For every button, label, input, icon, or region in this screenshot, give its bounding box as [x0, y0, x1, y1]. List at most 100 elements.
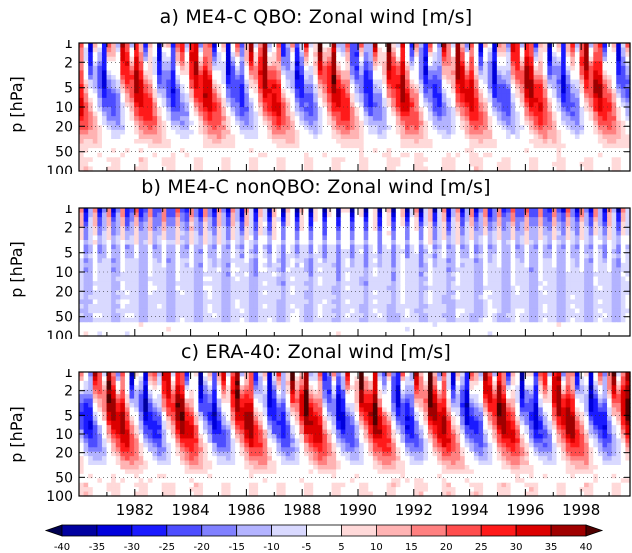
field-cell	[294, 226, 300, 232]
field-cell	[506, 102, 512, 108]
field-cell	[478, 102, 484, 108]
field-cell	[106, 152, 112, 158]
field-cell	[239, 111, 245, 117]
field-cell	[134, 249, 140, 255]
field-cell	[239, 134, 245, 140]
field-cell	[161, 107, 167, 113]
field-cell	[377, 139, 383, 145]
field-cell	[455, 258, 461, 264]
field-cell	[547, 52, 553, 58]
field-cell	[253, 139, 259, 145]
field-cell	[143, 111, 149, 117]
field-cell	[147, 65, 154, 72]
field-cell	[524, 56, 530, 62]
field-cell	[170, 52, 177, 58]
field-cell	[193, 143, 199, 149]
field-cell	[538, 208, 544, 214]
field-cell	[349, 139, 356, 145]
field-cell	[409, 125, 415, 131]
field-cell	[83, 152, 89, 158]
field-cell	[235, 157, 241, 163]
field-cell	[377, 107, 383, 113]
field-cell	[198, 129, 204, 136]
field-cell	[157, 152, 163, 158]
field-cell	[616, 93, 622, 99]
field-cell	[395, 97, 402, 104]
field-cell	[276, 79, 282, 85]
field-cell	[372, 107, 379, 113]
field-cell	[496, 97, 503, 104]
field-cell	[620, 107, 627, 113]
field-cell	[326, 79, 333, 85]
field-cell	[83, 258, 89, 264]
field-cell	[198, 148, 204, 154]
field-cell	[611, 143, 617, 149]
field-cell	[616, 253, 622, 259]
field-cell	[79, 75, 85, 81]
field-cell	[363, 208, 369, 214]
field-cell	[487, 166, 493, 172]
field-cell	[565, 102, 571, 108]
field-cell	[368, 262, 374, 269]
field-cell	[281, 253, 287, 259]
field-cell	[336, 208, 342, 214]
field-cell	[239, 253, 245, 259]
field-cell	[386, 161, 392, 168]
field-cell	[607, 93, 613, 99]
field-cell	[538, 262, 544, 269]
field-cell	[414, 84, 420, 90]
field-cell	[395, 152, 402, 158]
field-cell	[464, 111, 470, 117]
field-cell	[285, 120, 291, 126]
field-cell	[262, 125, 268, 131]
field-cell	[533, 212, 539, 218]
field-cell	[313, 249, 319, 255]
field-cell	[386, 93, 392, 99]
field-cell	[290, 253, 296, 259]
field-cell	[189, 240, 195, 246]
field-cell	[258, 230, 264, 237]
field-cell	[276, 102, 282, 108]
field-cell	[450, 61, 457, 67]
field-cell	[262, 226, 268, 232]
field-cell	[483, 230, 489, 237]
field-cell	[386, 139, 392, 145]
field-cell	[340, 161, 346, 168]
field-cell	[212, 111, 218, 117]
field-cell	[258, 226, 264, 232]
field-cell	[336, 240, 342, 246]
field-cell	[248, 93, 255, 99]
field-cell	[157, 56, 163, 62]
field-cell	[368, 88, 374, 94]
field-cell	[584, 152, 590, 158]
field-cell	[166, 79, 172, 85]
field-cell	[607, 97, 613, 104]
field-cell	[262, 134, 268, 140]
field-cell	[193, 56, 199, 62]
field-cell	[528, 125, 535, 131]
field-cell	[528, 161, 535, 168]
field-cell	[340, 235, 346, 241]
field-cell	[189, 152, 195, 158]
field-cell	[134, 253, 140, 259]
field-cell	[349, 47, 356, 53]
field-cell	[88, 267, 94, 273]
field-cell	[432, 56, 438, 62]
field-cell	[625, 70, 631, 76]
field-cell	[524, 125, 530, 131]
field-cell	[253, 244, 259, 250]
field-cell	[473, 148, 480, 154]
field-cell	[487, 88, 493, 94]
field-cell	[533, 102, 539, 108]
field-cell	[437, 157, 443, 163]
field-cell	[79, 249, 85, 255]
field-cell	[547, 148, 553, 154]
field-cell	[184, 43, 190, 49]
field-cell	[359, 253, 365, 259]
field-cell	[570, 230, 576, 237]
field-cell	[570, 97, 576, 104]
field-cell	[189, 47, 195, 53]
field-cell	[538, 43, 544, 49]
field-cell	[542, 61, 548, 67]
field-cell	[258, 157, 264, 163]
